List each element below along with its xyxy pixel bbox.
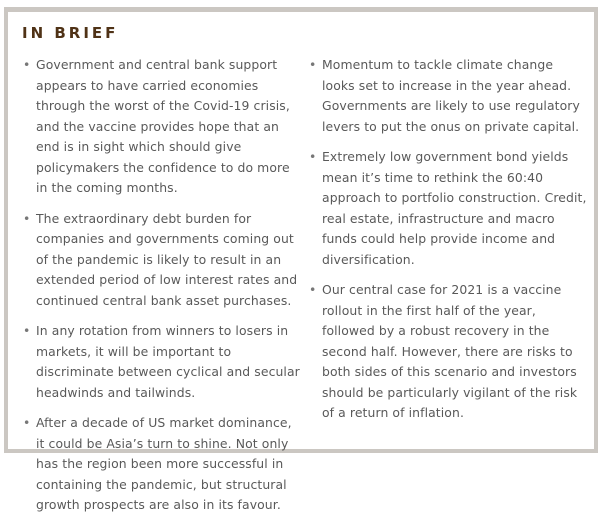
bullet-text: Extremely low government bond yields mea…: [322, 149, 587, 267]
bullet-text: Government and central bank support appe…: [36, 57, 290, 195]
bullet-icon: •: [309, 57, 317, 72]
bullet-icon: •: [23, 415, 31, 430]
list-item: • After a decade of US market dominance, …: [22, 413, 302, 516]
list-item: • Extremely low government bond yields me…: [308, 147, 588, 270]
list-item: • Momentum to tackle climate change looks…: [308, 55, 588, 137]
list-item: • The extraordinary debt burden for compa…: [22, 209, 302, 312]
bullet-icon: •: [23, 210, 31, 226]
bullet-text: Momentum to tackle climate change looks …: [322, 57, 580, 134]
in-brief-panel: IN BRIEF • Government and central bank su…: [4, 7, 598, 512]
bullet-text: Our central case for 2021 is a vaccine r…: [322, 282, 578, 420]
bullet-icon: •: [309, 149, 317, 164]
bullet-icon: •: [23, 323, 31, 338]
list-item: • Government and central bank support app…: [22, 55, 302, 199]
bullet-text: After a decade of US market dominance, i…: [36, 415, 292, 512]
list-item: • Our central case for 2021 is a vaccine …: [308, 280, 588, 424]
right-bullet-list: • Momentum to tackle climate change looks…: [308, 55, 588, 434]
bullet-icon: •: [23, 57, 31, 72]
panel-title: IN BRIEF: [22, 24, 119, 42]
bullet-text: In any rotation from winners to losers i…: [36, 323, 300, 400]
list-item: • In any rotation from winners to losers …: [22, 321, 302, 403]
bullet-icon: •: [309, 282, 317, 297]
left-bullet-list: • Government and central bank support app…: [22, 55, 302, 526]
bullet-text: The extraordinary debt burden for compan…: [36, 210, 298, 308]
